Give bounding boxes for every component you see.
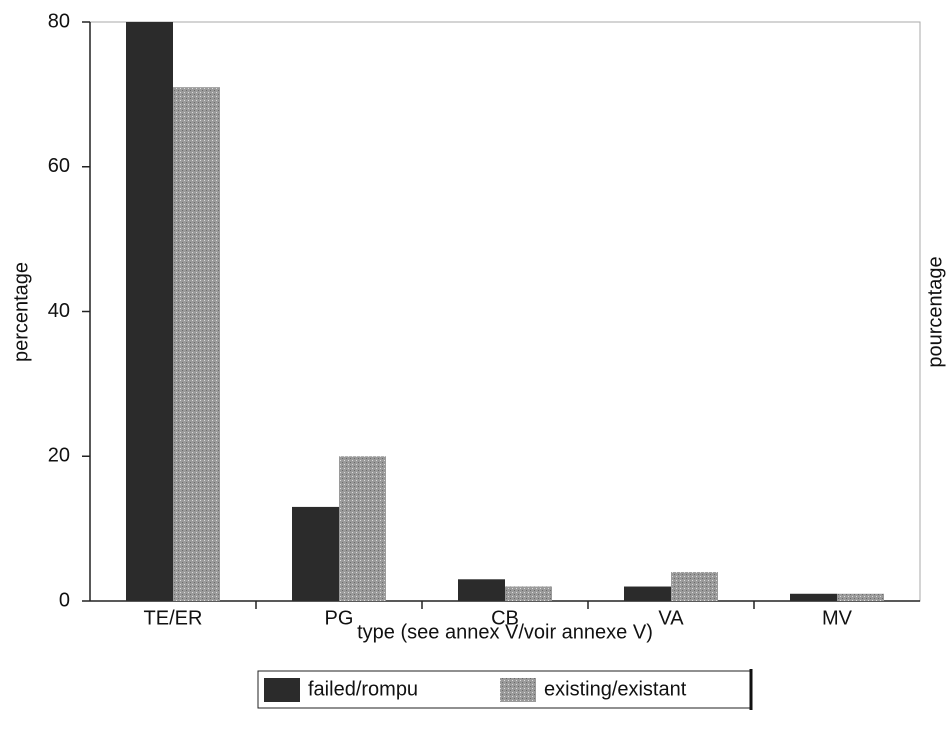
y-tick-label: 80 xyxy=(48,10,70,32)
x-tick-label: MV xyxy=(822,607,853,629)
y-axis-label: percentage xyxy=(10,262,32,362)
legend-label: failed/rompu xyxy=(308,678,418,700)
legend-label: existing/existant xyxy=(544,678,687,700)
bar xyxy=(624,586,671,601)
y-tick-label: 40 xyxy=(48,300,70,322)
x-tick-label: VA xyxy=(658,607,684,629)
legend-swatch xyxy=(264,678,300,702)
y2-axis-label: pourcentage xyxy=(924,256,946,367)
bar xyxy=(458,579,505,601)
y-tick-label: 60 xyxy=(48,155,70,177)
bar xyxy=(173,87,220,601)
legend-swatch xyxy=(500,678,536,702)
y-tick-label: 20 xyxy=(48,445,70,467)
x-tick-label: TE/ER xyxy=(144,607,203,629)
bar xyxy=(790,593,837,601)
bar xyxy=(126,22,173,601)
x-tick-label: CB xyxy=(491,607,519,629)
x-axis-label: type (see annex V/voir annexe V) xyxy=(357,621,653,643)
y-tick-label: 0 xyxy=(59,589,70,611)
bar xyxy=(505,586,552,601)
bar xyxy=(837,593,884,601)
bar xyxy=(292,506,339,601)
x-tick-label: PG xyxy=(325,607,354,629)
bar xyxy=(339,456,386,601)
bar xyxy=(671,572,718,601)
